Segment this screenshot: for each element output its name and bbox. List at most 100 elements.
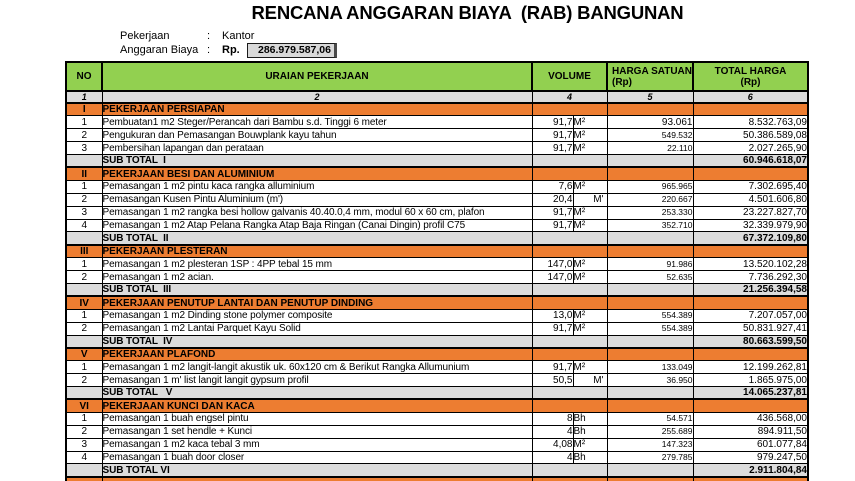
- uraian-cell: Pengukuran dan Pemasangan Bouwplank kayu…: [101, 128, 533, 143]
- header-harga-satuan-line1: HARGA SATUAN: [612, 65, 692, 77]
- volume-value-cell: 50,5: [531, 373, 574, 388]
- pekerjaan-colon: :: [207, 30, 211, 42]
- unit-price-cell: 147.323: [606, 437, 694, 452]
- colnum-volume: 4: [531, 90, 608, 104]
- unit-price-cell: 255.689: [606, 424, 694, 439]
- project-info-row-anggaran: Anggaran Biaya: Rp. 286.979.587,06: [120, 43, 337, 58]
- no-cell: 4: [65, 450, 103, 465]
- uraian-cell: Pemasangan 1 m2 pintu kaca rangka allumi…: [101, 179, 533, 194]
- section-total-cell: [692, 295, 809, 310]
- no-cell: 4: [65, 218, 103, 233]
- unit-price-cell: 220.667: [606, 192, 694, 207]
- unit-price-cell: 93.061: [606, 115, 694, 130]
- table-row: 1 Pemasangan 1 m2 plesteran 1SP : 4PP teb…: [65, 257, 809, 272]
- no-cell: 1: [65, 115, 103, 130]
- subtotal-label-cell: SUB TOTAL III: [101, 282, 533, 297]
- section-title-cell: PEKERJAAN BESI DAN ALUMINIUM: [101, 166, 533, 181]
- section-unitprice-cell: [606, 295, 694, 310]
- colnum-uraian: 2: [101, 90, 533, 104]
- section-total-cell: [692, 398, 809, 413]
- subtotal-row: SUB TOTAL IV 80.663.599,50: [65, 334, 809, 349]
- volume-value-cell: 13,0: [531, 308, 574, 323]
- subtotal-row: SUB TOTAL VI 2.911.804,84: [65, 463, 809, 478]
- section-header-row: I PEKERJAAN PERSIAPAN: [65, 102, 809, 117]
- volume-unit-cell: M²: [572, 218, 608, 233]
- subtotal-label-cell: SUB TOTAL I: [101, 154, 533, 168]
- section-unitprice-cell: [606, 166, 694, 181]
- header-total-harga-line2: (Rp): [740, 76, 761, 88]
- no-cell: 2: [65, 373, 103, 388]
- subtotal-unitprice-cell: [606, 463, 694, 478]
- total-price-cell: 7.302.695,40: [692, 179, 809, 194]
- subtotal-unitprice-cell: [606, 386, 694, 400]
- unit-price-cell: 549.532: [606, 128, 694, 143]
- anggaran-colon: :: [207, 44, 211, 56]
- subtotal-value-cell: 21.256.394,58: [692, 282, 809, 297]
- subtotal-label-cell: SUB TOTAL II: [101, 231, 533, 246]
- unit-price-cell: 22.110: [606, 141, 694, 156]
- section-no-cell: [65, 475, 103, 481]
- volume-value-cell: 91,7: [531, 218, 574, 233]
- total-price-cell: 12.199.262,81: [692, 360, 809, 375]
- volume-value-cell: 20,4: [531, 192, 574, 207]
- uraian-cell: Pemasangan 1 buah door closer: [101, 450, 533, 465]
- subtotal-value-cell: 80.663.599,50: [692, 334, 809, 349]
- uraian-cell: Pemasangan 1 m2 langit-langit akustik uk…: [101, 360, 533, 375]
- table-row: 1 Pemasangan 1 m2 pintu kaca rangka allum…: [65, 179, 809, 194]
- section-header-row: II PEKERJAAN BESI DAN ALUMINIUM: [65, 166, 809, 181]
- unit-price-cell: 554.389: [606, 321, 694, 336]
- section-volume-cell: [531, 398, 608, 413]
- section-title-cell: PEKERJAAN PLAFOND: [101, 346, 533, 362]
- table-row: 2 Pemasangan Kusen Pintu Aluminium (m') 20…: [65, 192, 809, 207]
- volume-unit-cell: M²: [572, 437, 608, 452]
- total-price-cell: 50.386.589,08: [692, 128, 809, 143]
- total-price-cell: 601.077,84: [692, 437, 809, 452]
- section-total-cell: [692, 243, 809, 259]
- subtotal-spacer-cell: [65, 386, 103, 400]
- section-no-cell: I: [65, 102, 103, 117]
- subtotal-spacer-cell: [65, 154, 103, 168]
- section-header-row: V PEKERJAAN PLAFOND: [65, 346, 809, 362]
- total-price-cell: 4.501.606,80: [692, 192, 809, 207]
- section-no-cell: VI: [65, 398, 103, 413]
- table-row: 2 Pemasangan 1 m2 Lantai Parquet Kayu Sol…: [65, 321, 809, 336]
- uraian-cell: Pemasangan 1 set hendle + Kunci: [101, 424, 533, 439]
- unit-price-cell: 133.049: [606, 360, 694, 375]
- unit-price-cell: 965.965: [606, 179, 694, 194]
- uraian-cell: Pemasangan 1 m2 acian.: [101, 270, 533, 284]
- total-price-cell: 32.339.979,90: [692, 218, 809, 233]
- section-no-cell: V: [65, 346, 103, 362]
- uraian-cell: Pemasangan 1 m2 Dinding stone polymer co…: [101, 308, 533, 323]
- section-unitprice-cell: [606, 475, 694, 481]
- no-cell: 1: [65, 257, 103, 272]
- header-no: NO: [65, 61, 103, 92]
- section-unitprice-cell: [606, 243, 694, 259]
- section-unitprice-cell: [606, 346, 694, 362]
- next-section-row-clipped: [65, 475, 809, 481]
- subtotal-label-cell: SUB TOTAL IV: [101, 334, 533, 349]
- no-cell: 2: [65, 128, 103, 143]
- volume-unit-cell: M²: [572, 360, 608, 375]
- volume-value-cell: 91,7: [531, 205, 574, 220]
- section-volume-cell: [531, 475, 608, 481]
- volume-value-cell: 4,08: [531, 437, 574, 452]
- section-unitprice-cell: [606, 102, 694, 117]
- section-title-cell: PEKERJAAN PLESTERAN: [101, 243, 533, 259]
- no-cell: 1: [65, 179, 103, 194]
- total-price-cell: 50.831.927,41: [692, 321, 809, 336]
- volume-value-cell: 91,7: [531, 141, 574, 156]
- section-header-row: VI PEKERJAAN KUNCI DAN KACA: [65, 398, 809, 413]
- total-price-cell: 436.568,00: [692, 411, 809, 426]
- table-row: 1 Pembuatan1 m2 Steger/Perancah dari Bamb…: [65, 115, 809, 130]
- total-price-cell: 894.911,50: [692, 424, 809, 439]
- header-volume: VOLUME: [531, 61, 608, 92]
- header-total-harga-line1: TOTAL HARGA: [714, 65, 787, 77]
- table-row: 2 Pemasangan 1 m' list langit langit gyps…: [65, 373, 809, 388]
- subtotal-spacer-cell: [65, 334, 103, 349]
- subtotal-volume-cell: [531, 386, 608, 400]
- project-info: Pekerjaan: Kantor Anggaran Biaya: Rp. 286.9…: [120, 29, 337, 58]
- subtotal-volume-cell: [531, 334, 608, 349]
- table-row: 3 Pembersihan lapangan dan perataan 91,7 M²…: [65, 141, 809, 156]
- total-price-cell: 13.520.102,28: [692, 257, 809, 272]
